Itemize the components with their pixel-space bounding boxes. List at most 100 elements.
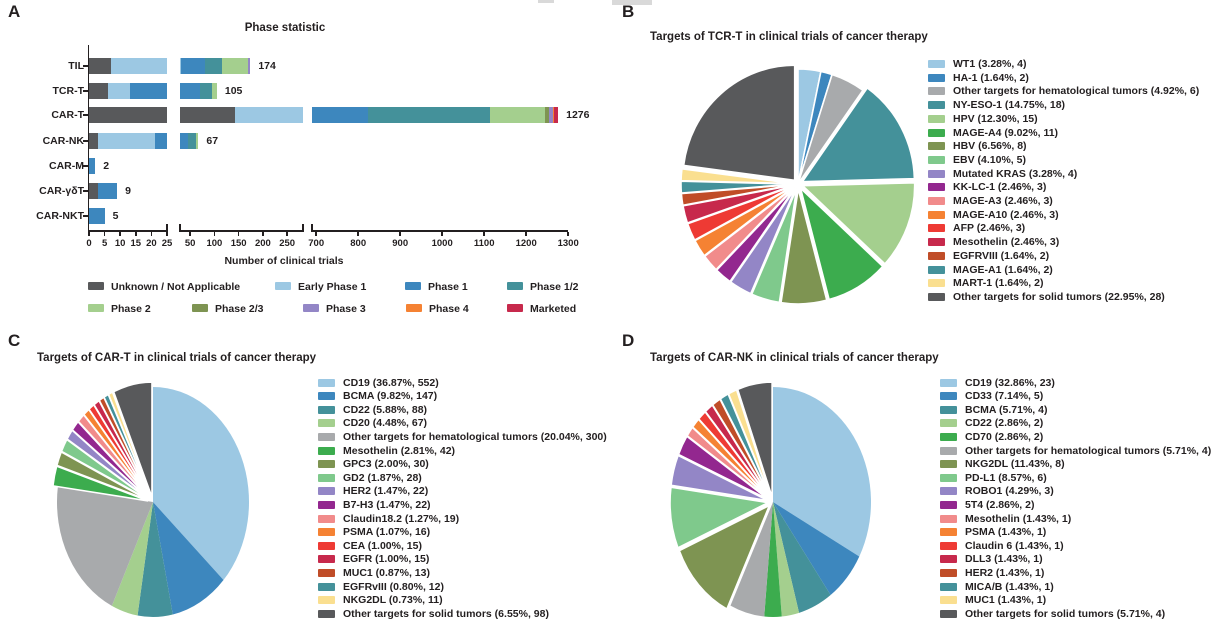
bar-segment-CAR-γδT-Unknown / Not Applicable [89,183,99,199]
pie-chart-tcr-t [680,64,916,305]
legend-label-BCMA: BCMA (9.82%, 147) [343,390,438,403]
legend-swatch-BCMA [318,392,335,401]
axis-break-cap-3 [302,224,304,232]
bar-total-CAR-M: 2 [103,160,110,172]
legend-label-CD20: CD20 (4.48%, 67) [343,417,428,430]
legend-label-Unknown / Not Applicable: Unknown / Not Applicable [111,280,241,293]
pie-slice-CD22 [137,502,173,618]
pie-slice-HBV [780,188,828,305]
x-tick-label-250: 250 [279,238,296,249]
legend-label-CD19: CD19 (32.86%, 23) [965,376,1055,389]
legend-swatch-ROBO1 [940,487,957,496]
legend-swatch-MUC1 [318,568,335,577]
legend-swatch-Phase 2/3 [192,304,208,312]
legend-swatch-HER2 [318,487,335,496]
pie-slice-MAGE-A4 [799,185,884,301]
pie-b-title: Targets of TCR-T in clinical trials of c… [650,31,928,43]
legend-label-AFP: AFP (2.46%, 3) [953,222,1026,235]
legend-swatch-B7-H3 [318,500,335,509]
legend-label-MICA/B: MICA/B (1.43%, 1) [965,580,1054,593]
legend-label-5T4: 5T4 (2.86%, 2) [965,498,1035,511]
legend-swatch-CD33 [940,392,957,401]
x-tick-label-10: 10 [114,238,126,249]
legend-label-MAGE-A4: MAGE-A4 (9.02%, 11) [953,126,1059,139]
bar-segment-CAR-T-Phase 2/3 [545,107,550,123]
legend-swatch-EGFRvIII [318,582,335,591]
bar-segment-TIL-Phase 1/2 [204,58,223,74]
legend-label-NKG2DL: NKG2DL (11.43%, 8) [965,458,1065,471]
x-tick-label-0: 0 [86,238,92,249]
x-axis-segment-1 [89,230,167,232]
legend-label-MAGE-A3: MAGE-A3 (2.46%, 3) [953,195,1053,207]
bar-segment-CAR-M-Phase 1 [89,158,96,174]
bar-segment-TCR-T-Phase 1 [129,83,200,99]
legend-label-EGFRVIII: EGFRVIII (1.64%, 2) [953,249,1050,262]
legend-label-Claudin18.2: Claudin18.2 (1.27%, 19) [343,512,460,525]
pie-slice-Mutated KRAS [729,187,797,295]
x-tick-label-20: 20 [146,238,157,249]
x-tick-label-1300: 1300 [557,238,579,249]
legend-label-BCMA: BCMA (5.71%, 4) [965,403,1048,416]
x-tick-700 [315,231,317,236]
legend-swatch-Phase 2 [88,304,104,312]
x-axis-segment-2 [180,230,303,232]
legend-swatch-EGFR [318,555,335,564]
pie-slice-CD22 [773,502,800,617]
legend-swatch-Early Phase 1 [275,282,291,290]
legend-swatch-HER2 [940,568,957,577]
legend-swatch-Phase 3 [303,304,319,312]
pie-d-title: Targets of CAR-NK in clinical trials of … [650,352,939,364]
legend-label-Mesothelin: Mesothelin (2.46%, 3) [953,236,1060,249]
legend-swatch-CD20 [318,419,335,428]
y-axis-line [87,45,90,232]
bar-segment-TIL-Phase 2 [222,58,248,74]
legend-swatch-PSMA [940,528,957,537]
bar-segment-CAR-T-Phase 1 [307,107,368,123]
legend-label-Claudin 6: Claudin 6 (1.43%, 1) [965,539,1064,552]
panel-letter-a: A [8,2,21,21]
bar-segment-TIL-Early Phase 1 [110,58,182,74]
pie-slice-NY-ESO-1 [800,86,916,183]
pie-slice-BCMA [153,502,224,615]
legend-label-HPV: HPV (12.30%, 15) [953,112,1038,125]
x-tick-label-1000: 1000 [431,238,453,249]
legend-label-Phase 3: Phase 3 [326,302,366,315]
x-tick-label-900: 900 [392,238,409,249]
legend-swatch-Claudin18.2 [318,514,335,523]
screenshot-artifact-2 [612,0,652,5]
panel-letter-d: D [622,331,635,350]
pie-slice-HPV [800,181,916,266]
legend-label-Early Phase 1: Early Phase 1 [298,280,367,293]
bar-segment-CAR-T-Phase 2 [490,107,546,123]
pie-slice-Other targets for solid tumors [736,381,773,498]
legend-swatch-Mesothelin [940,514,957,523]
x-tick-label-100: 100 [206,238,223,249]
x-tick-label-50: 50 [184,238,196,249]
pie-slice-Other targets for hematological tumors [730,502,773,617]
legend-label-NY-ESO-1: NY-ESO-1 (14.75%, 18) [953,99,1066,112]
bar-total-TIL: 174 [258,60,276,72]
legend-label-HER2: HER2 (1.47%, 22) [343,485,429,498]
legend-label-MAGE-A10: MAGE-A10 (2.46%, 3) [953,208,1059,221]
legend-swatch-CD70 [940,432,957,441]
bar-chart-title: Phase statistic [244,22,326,34]
x-tick-label-700: 700 [308,238,325,249]
legend-label-PSMA: PSMA (1.07%, 16) [343,526,431,539]
x-tick-900 [399,231,401,236]
y-axis-tick-TCR-T [83,90,88,92]
legend-label-EGFR: EGFR (1.00%, 15) [343,553,430,566]
y-axis-tick-CAR-M [83,165,88,167]
axis-break-cap-2 [179,224,181,232]
bar-category-CAR-γδT: CAR-γδT [39,185,84,197]
bar-total-TCR-T: 105 [224,85,243,97]
legend-label-GPC3: GPC3 (2.00%, 30) [343,458,429,471]
legend-swatch-MUC1 [940,596,957,605]
bar-segment-TCR-T-Phase 2 [212,83,217,99]
x-tick-label-800: 800 [350,238,367,249]
legend-swatch-Phase 4 [406,304,422,312]
legend-label-WT1: WT1 (3.28%, 4) [953,58,1027,70]
bar-chart-legend: Unknown / Not Applicable Early Phase 1 Pha… [0,0,620,330]
screenshot-artifact-1 [538,0,554,3]
pie-slice-BCMA [773,502,831,613]
legend-swatch-Other targets for solid tumors [928,292,945,301]
